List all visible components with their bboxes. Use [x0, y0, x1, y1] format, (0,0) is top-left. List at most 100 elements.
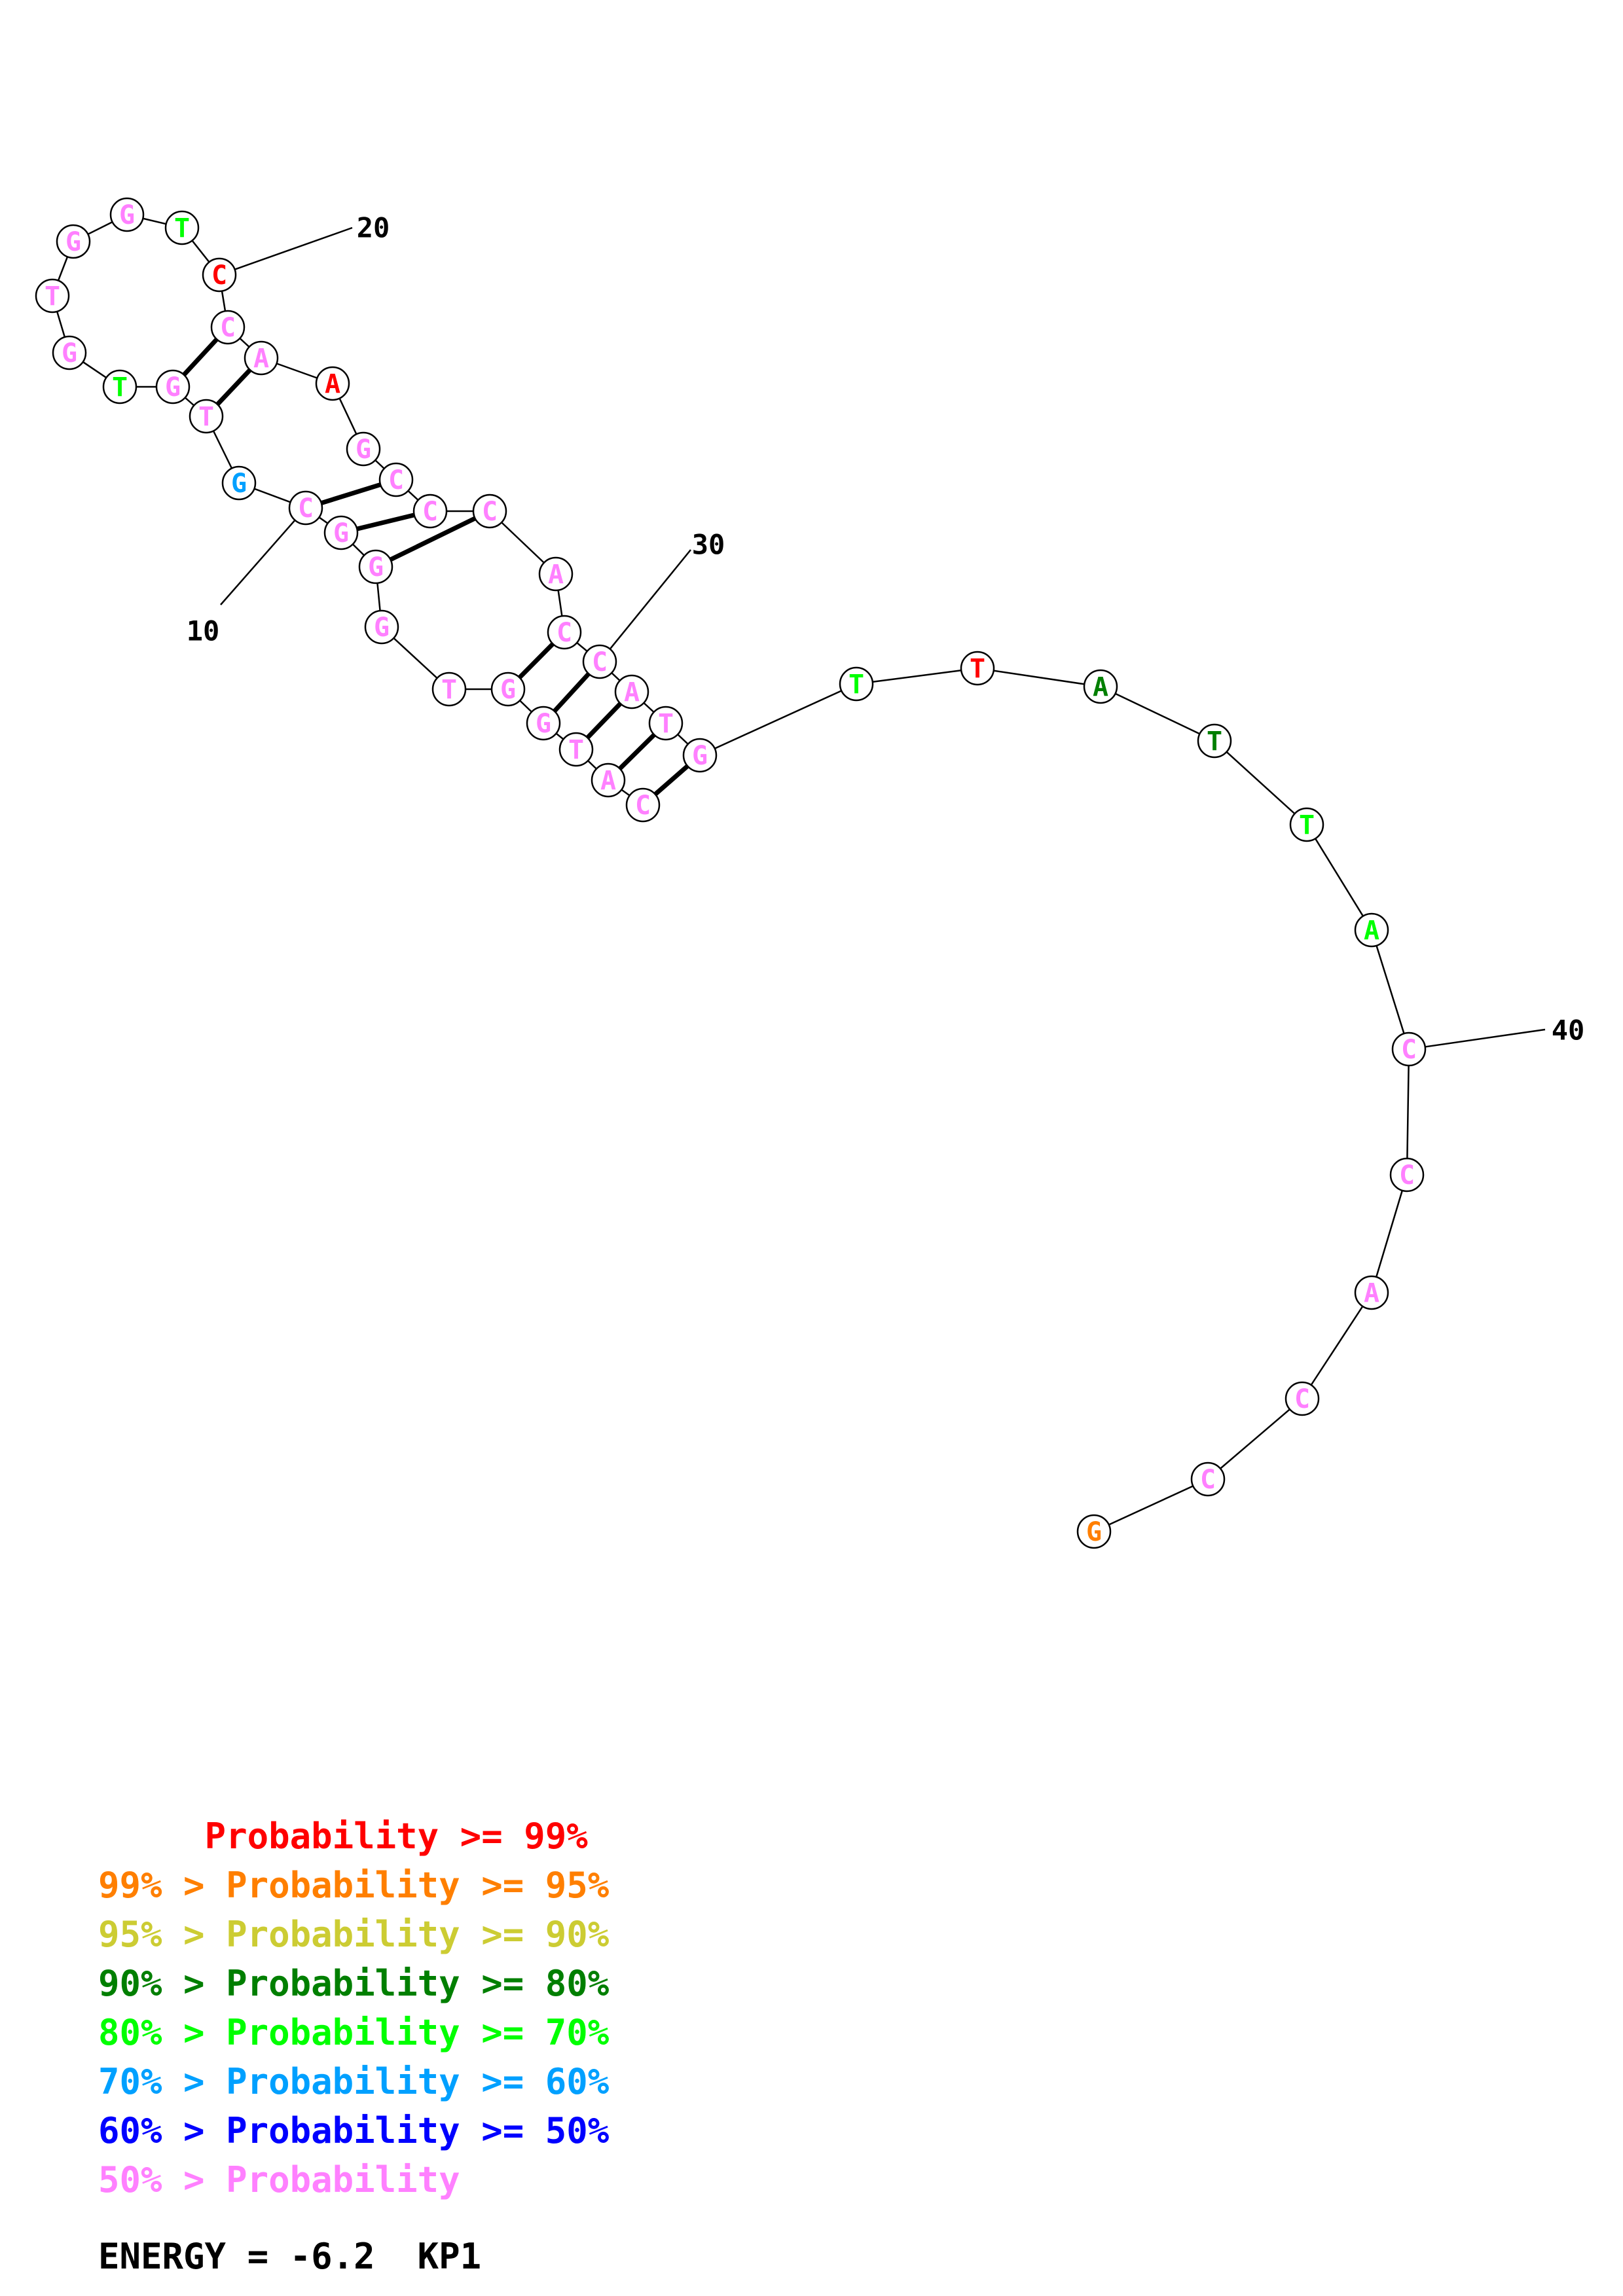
base-pair-bond [389, 516, 477, 562]
backbone-segment [1207, 1398, 1303, 1480]
nucleotide: A [244, 340, 279, 376]
nucleotide: C [625, 787, 661, 823]
nucleotide-circle [412, 493, 448, 529]
nucleotide-letter: A [548, 560, 564, 590]
nucleotide: G [1076, 1514, 1112, 1549]
position-tick-label: 10 [187, 615, 220, 647]
nucleotide-circle [472, 493, 507, 529]
nucleotide-letter: C [388, 465, 404, 495]
nucleotide: T [35, 278, 70, 314]
nucleotide: A [315, 366, 350, 401]
legend-entry: 80% > Probability >= 70% [98, 2012, 610, 2053]
nucleotide-circle [210, 310, 246, 345]
nucleotide: A [1354, 912, 1389, 948]
nucleotide: C [210, 310, 246, 345]
legend-entry: 70% > Probability >= 60% [98, 2061, 610, 2102]
nucleotide-letter: G [368, 552, 384, 583]
position-tick-line [220, 519, 296, 605]
nucleotide: G [109, 197, 145, 232]
nucleotide: G [155, 369, 191, 404]
nucleotide-circle [364, 609, 399, 645]
nucleotide: G [526, 706, 561, 741]
nucleotide: G [221, 465, 257, 501]
nucleotide-letter: A [1364, 1278, 1379, 1308]
nucleotide: A [614, 674, 649, 709]
nucleotide-letter: T [198, 402, 214, 432]
nucleotide-letter: A [624, 677, 640, 708]
nucleotide: G [364, 609, 399, 645]
nucleotide: C [582, 644, 617, 679]
backbone-segment [1093, 1478, 1209, 1533]
nucleotide-letter: T [45, 281, 60, 312]
nucleotide: G [52, 335, 87, 370]
base-pair-bond [653, 764, 689, 797]
nucleotide-circle [315, 366, 350, 401]
nucleotide-circle [1285, 1381, 1320, 1416]
nucleotide-letter: C [422, 497, 438, 527]
nucleotide-circle [1389, 1157, 1425, 1193]
nucleotide-circle [323, 515, 359, 550]
nucleotide-circle [1289, 807, 1324, 842]
nucleotide-circle [378, 462, 414, 497]
probability-legend: Probability >= 99% 99% > Probability >= 9… [98, 1816, 610, 2200]
nucleotide: G [56, 224, 91, 259]
position-tick-label: 40 [1552, 1014, 1585, 1047]
nucleotide-circle [1083, 669, 1118, 704]
nucleotide-circle [102, 369, 137, 404]
nucleotide-letter: C [211, 260, 227, 291]
base-pair-bond [618, 733, 656, 770]
energy-label: ENERGY = -6.2 KP1 [98, 2236, 481, 2277]
nucleotide-letter: C [1401, 1035, 1417, 1065]
nucleotide-letter: A [1093, 672, 1108, 702]
legend-entry: 90% > Probability >= 80% [98, 1963, 610, 2004]
nucleotide: T [1289, 807, 1324, 842]
nucleotide-circle [288, 490, 323, 526]
base-pair-bond [518, 642, 555, 679]
nucleotide: C [1190, 1462, 1226, 1497]
base-pair-bond [553, 672, 591, 713]
nucleotide: A [1354, 1275, 1389, 1310]
nucleotide-letter: G [1086, 1517, 1102, 1547]
nucleotide-circle [625, 787, 661, 823]
backbone-layer [51, 213, 1410, 1533]
nucleotide: C [1391, 1031, 1427, 1067]
nucleotide-letter: A [1364, 916, 1379, 946]
nucleotide-circle [1076, 1514, 1112, 1549]
nucleotide: G [490, 672, 526, 707]
nucleotide-circle [547, 615, 582, 650]
legend-entry: 50% > Probability [98, 2159, 460, 2200]
nucleotide-circle [614, 674, 649, 709]
nucleotide-letter: G [356, 435, 371, 465]
nucleotide-circle [960, 651, 995, 686]
nucleotide-circle [1354, 1275, 1389, 1310]
nucleotide-letter: C [556, 618, 572, 648]
nucleotide-circle [558, 732, 594, 767]
nucleotide-circle [591, 762, 626, 798]
nucleotide: T [431, 672, 467, 707]
nucleotide: T [189, 399, 224, 434]
nucleotide-circle [358, 549, 393, 584]
legend-entry: 99% > Probability >= 95% [98, 1865, 610, 1906]
base-pair-bond [585, 702, 623, 740]
nucleotide-letter: T [568, 735, 584, 765]
position-tick-line [234, 226, 353, 270]
nucleotide-letter: A [600, 766, 616, 796]
nucleotide-letter: G [374, 613, 390, 643]
nucleotide-letter: C [1399, 1160, 1415, 1191]
backbone-segment [699, 683, 857, 757]
nucleotide-circle [202, 257, 237, 293]
backbone-segment [1301, 1292, 1373, 1399]
nucleotide-circle [1190, 1462, 1226, 1497]
nucleotide-letter: T [970, 654, 985, 684]
nucleotide: A [1083, 669, 1118, 704]
nucleotide-letter: A [253, 344, 269, 374]
nucleotide: G [358, 549, 393, 584]
nucleotide-letter: G [692, 741, 708, 771]
nucleotide-letter: C [482, 497, 498, 527]
nucleotide: G [323, 515, 359, 550]
nucleotide-letter: C [298, 493, 314, 524]
nucleotide: T [102, 369, 137, 404]
backbone-segment [1370, 1174, 1408, 1293]
